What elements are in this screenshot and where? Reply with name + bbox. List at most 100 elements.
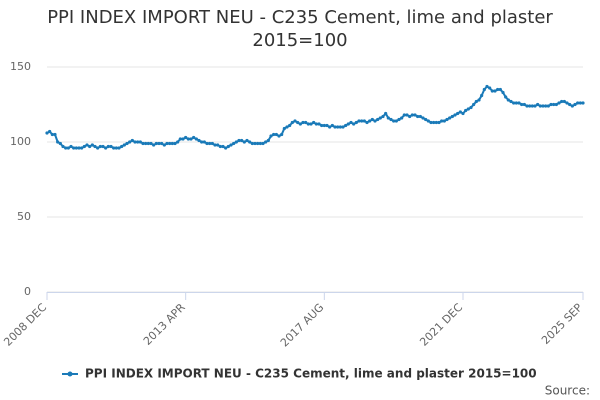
data-point — [474, 99, 478, 104]
data-point — [248, 140, 252, 144]
data-point — [482, 87, 486, 92]
data-point — [194, 137, 198, 141]
data-point — [253, 141, 257, 146]
data-point — [349, 120, 353, 125]
data-point — [333, 125, 337, 129]
data-point — [141, 141, 145, 146]
data-point — [288, 123, 292, 128]
data-point — [170, 141, 174, 146]
data-point — [269, 134, 273, 138]
data-point — [61, 144, 65, 149]
data-point — [394, 119, 398, 123]
data-point — [221, 144, 225, 149]
data-point — [229, 143, 233, 147]
data-point — [576, 101, 580, 105]
data-point — [301, 120, 305, 125]
data-point — [306, 122, 310, 126]
data-point — [226, 144, 230, 149]
data-point — [200, 140, 204, 144]
data-point — [264, 140, 268, 144]
data-point — [250, 141, 254, 146]
data-point — [573, 102, 577, 107]
data-point — [541, 104, 545, 108]
data-point — [128, 140, 132, 144]
data-point — [384, 111, 388, 116]
y-tick-label: 100 — [10, 135, 31, 148]
data-point — [552, 102, 556, 107]
data-point — [240, 138, 244, 143]
data-point — [218, 144, 222, 149]
data-point — [109, 144, 113, 149]
data-point — [258, 141, 262, 146]
data-point — [205, 141, 209, 146]
data-point — [517, 101, 521, 105]
data-point — [272, 132, 276, 137]
data-point — [557, 101, 561, 105]
data-point — [448, 116, 452, 120]
data-point — [69, 144, 73, 149]
data-point — [237, 138, 241, 143]
data-point — [522, 102, 526, 107]
data-point — [80, 146, 84, 150]
data-point — [189, 137, 193, 141]
data-point — [456, 111, 460, 116]
data-point — [82, 144, 86, 149]
data-point — [93, 144, 97, 149]
data-point — [242, 140, 246, 144]
data-point — [490, 89, 494, 93]
legend-label: PPI INDEX IMPORT NEU - C235 Cement, lime… — [85, 367, 537, 381]
data-point — [554, 102, 558, 107]
data-point — [328, 125, 332, 129]
data-point — [568, 102, 572, 107]
data-point — [400, 116, 404, 120]
data-point — [45, 131, 49, 135]
data-point — [445, 117, 449, 122]
data-point — [354, 120, 358, 125]
data-point — [184, 135, 188, 140]
data-point — [320, 123, 324, 128]
data-point — [64, 146, 68, 150]
data-point — [304, 120, 308, 125]
x-tick-label: 2013 APR — [141, 301, 188, 348]
data-point — [389, 117, 393, 122]
data-point — [560, 99, 564, 104]
data-point — [464, 108, 468, 113]
data-point — [514, 101, 518, 105]
data-point — [581, 101, 585, 105]
data-point — [530, 104, 534, 108]
data-point — [570, 104, 574, 108]
x-tick-label: 2025 SEP — [539, 301, 585, 347]
data-point — [578, 101, 582, 105]
data-point — [96, 146, 100, 150]
data-point — [146, 141, 150, 146]
data-point — [565, 101, 569, 105]
data-point — [496, 87, 500, 92]
data-point — [280, 132, 284, 137]
data-point — [368, 119, 372, 123]
data-point — [469, 105, 473, 110]
data-point — [338, 125, 342, 129]
data-point — [120, 144, 124, 149]
data-point — [298, 122, 302, 126]
data-point — [296, 120, 300, 125]
data-point — [424, 117, 428, 122]
data-point — [525, 104, 529, 108]
data-point — [418, 114, 422, 119]
data-point — [162, 143, 166, 147]
data-point — [408, 114, 412, 119]
data-point — [405, 113, 409, 117]
data-point — [234, 140, 238, 144]
data-point — [413, 113, 417, 117]
data-point — [309, 122, 313, 126]
data-point — [509, 99, 513, 104]
data-point — [274, 132, 278, 137]
data-point — [501, 90, 505, 95]
data-point — [130, 138, 134, 143]
data-point — [466, 107, 470, 111]
y-tick-label: 150 — [10, 60, 31, 73]
data-point — [352, 122, 356, 126]
data-point — [493, 89, 497, 93]
data-point — [450, 114, 454, 119]
